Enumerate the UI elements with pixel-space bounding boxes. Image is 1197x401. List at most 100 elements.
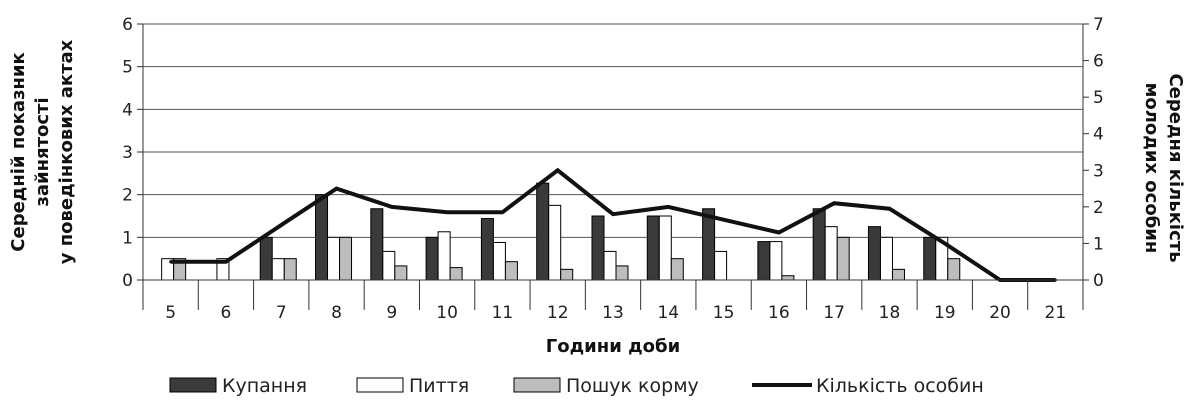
bar-series-0-11 [480, 218, 494, 281]
x-tick-label-13: 13 [602, 303, 624, 323]
bar-series-1-14 [658, 215, 672, 281]
line-point-11 [500, 210, 504, 214]
line-point-6 [224, 260, 228, 264]
legend: Купання Пиття Пошук корму Кількість особ… [169, 375, 984, 397]
line-point-17 [832, 201, 836, 205]
line-point-9 [390, 205, 394, 209]
bar-series-0-12 [536, 182, 550, 281]
y-tick-label-6: 6 [122, 15, 133, 35]
y-axis-title-line-1: Середній показник [8, 52, 29, 251]
y2-tick-label-6: 6 [1093, 52, 1104, 72]
x-tick-label-5: 5 [165, 303, 176, 323]
y-tick-label-1: 1 [122, 228, 133, 248]
bar-series-1-9 [382, 250, 396, 281]
bar-series-2-11 [504, 261, 518, 281]
bar-series-2-12 [560, 268, 574, 281]
x-tick-label-18: 18 [879, 303, 901, 323]
line-point-8 [335, 187, 339, 191]
y-tick-labels: 0 1 2 3 4 5 6 [122, 15, 133, 291]
y2-tick-label-7: 7 [1093, 15, 1104, 35]
line-point-19 [943, 241, 947, 245]
bar-series-2-16 [781, 275, 795, 281]
y-axis-title-line-3: у поведінкових актах [56, 39, 77, 264]
legend-label-drinking: Пиття [409, 375, 469, 397]
legend-label-foraging: Пошук корму [566, 375, 699, 397]
bar-series-2-10 [449, 267, 463, 281]
x-tick-label-17: 17 [823, 303, 845, 323]
y2-tick-label-3: 3 [1093, 161, 1104, 181]
bar-series-0-18 [867, 226, 881, 281]
y2-tick-label-1: 1 [1093, 234, 1104, 254]
y-tick-label-3: 3 [122, 143, 133, 163]
grid-lines [143, 23, 1083, 281]
x-tick-label-11: 11 [492, 303, 514, 323]
axes-layer [137, 23, 1089, 310]
bar-series-0-19 [923, 236, 937, 281]
line-point-14 [666, 205, 670, 209]
bar-series-2-9 [394, 265, 408, 281]
y2-axis-title: Середня кількість молодих особин [1141, 73, 1186, 262]
y-tick-label-2: 2 [122, 186, 133, 206]
bar-series-0-10 [425, 236, 439, 281]
bar-series-2-17 [836, 236, 850, 281]
bar-series-1-17 [824, 226, 838, 281]
bar-series-2-18 [891, 268, 905, 281]
bar-series-1-10 [437, 231, 451, 281]
line-point-13 [611, 212, 615, 216]
bar-series-1-8 [327, 236, 341, 281]
line-point-15 [722, 218, 726, 222]
y2-tick-label-0: 0 [1093, 271, 1104, 291]
line-point-10 [445, 210, 449, 214]
y2-tick-label-5: 5 [1093, 88, 1104, 108]
bar-series-1-12 [548, 204, 562, 281]
y2-axis-title-line-2: молодих особин [1141, 83, 1162, 254]
legend-label-count: Кількість особин [816, 375, 984, 397]
bar-series-2-14 [670, 258, 684, 281]
y2-tick-label-2: 2 [1093, 198, 1104, 218]
bar-series-0-7 [259, 236, 273, 281]
legend-swatch-foraging [513, 377, 561, 393]
bar-series-1-13 [603, 250, 617, 281]
bar-series-0-15 [702, 208, 716, 281]
bar-series-2-13 [615, 265, 629, 281]
bar-series-0-13 [591, 215, 605, 281]
bar-series-0-9 [370, 208, 384, 281]
line-point-18 [887, 207, 891, 211]
y-axis-title: Середній показник зайнятості у поведінко… [8, 39, 77, 264]
bar-series-2-19 [947, 258, 961, 281]
y-tick-label-0: 0 [122, 271, 133, 291]
bar-series-0-14 [646, 215, 660, 281]
x-tick-label-16: 16 [768, 303, 790, 323]
bar-series-0-16 [757, 241, 771, 281]
bar-series-2-7 [283, 258, 297, 281]
bars-layer [161, 182, 961, 281]
x-tick-label-9: 9 [386, 303, 397, 323]
y2-tick-label-4: 4 [1093, 125, 1104, 145]
bar-series-0-17 [812, 208, 826, 281]
y2-axis-title-line-1: Середня кількість [1165, 73, 1186, 262]
line-point-16 [777, 230, 781, 234]
x-tick-label-10: 10 [436, 303, 458, 323]
bar-series-1-15 [714, 250, 728, 281]
x-tick-labels: 5 6 7 8 9 10 11 12 13 14 15 16 17 18 19 20 21 [165, 303, 1066, 323]
x-tick-label-6: 6 [221, 303, 232, 323]
legend-swatch-bathing [169, 377, 217, 393]
x-tick-label-8: 8 [331, 303, 342, 323]
x-tick-label-21: 21 [1045, 303, 1067, 323]
bar-series-0-8 [315, 194, 329, 281]
bar-series-1-18 [879, 236, 893, 281]
bar-series-1-7 [271, 258, 285, 281]
x-tick-label-20: 20 [989, 303, 1011, 323]
x-tick-label-14: 14 [657, 303, 679, 323]
bar-series-1-11 [492, 241, 506, 281]
y2-tick-labels: 0 1 2 3 4 5 6 7 [1093, 15, 1104, 291]
legend-swatch-drinking [356, 377, 404, 393]
x-tick-label-19: 19 [934, 303, 956, 323]
bar-series-2-8 [339, 236, 353, 281]
x-tick-label-12: 12 [547, 303, 569, 323]
y-tick-label-5: 5 [122, 58, 133, 78]
line-point-12 [556, 168, 560, 172]
legend-label-bathing: Купання [222, 375, 307, 397]
line-point-5 [169, 260, 173, 264]
